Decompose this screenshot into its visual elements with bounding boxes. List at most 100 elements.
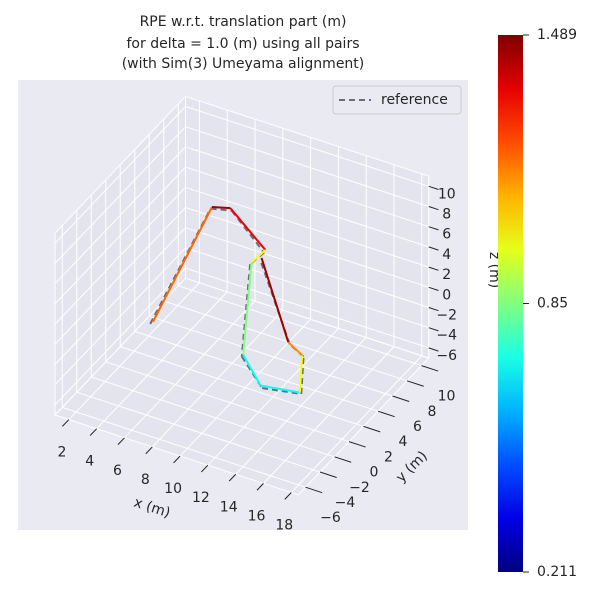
reference-segment	[230, 209, 265, 254]
tick-mark	[173, 455, 181, 464]
tick-mark	[428, 286, 439, 291]
grid-line	[185, 247, 429, 329]
z-tick-label: 10	[438, 186, 456, 202]
grid-line	[105, 361, 350, 443]
z-tick-label: 8	[442, 207, 451, 223]
grid-line	[163, 300, 408, 382]
z-tick-label: −2	[436, 308, 457, 324]
y-tick-label: −4	[335, 495, 356, 511]
tick-mark	[319, 471, 337, 478]
trajectory-segment	[229, 207, 267, 251]
grid-line	[149, 315, 393, 397]
trajectory-segment	[298, 355, 304, 393]
grid-line	[54, 186, 186, 325]
grid-line	[185, 106, 429, 187]
tick-mark	[428, 226, 439, 231]
z-tick-label: 4	[442, 247, 451, 263]
grid-line	[91, 376, 335, 458]
x-tick-label: 14	[220, 499, 238, 515]
tick-mark	[428, 307, 439, 312]
tick-mark	[392, 395, 410, 402]
grid-line	[185, 227, 429, 308]
x-tick-label: 4	[85, 454, 94, 470]
trajectory-segment	[242, 354, 262, 387]
y-tick-label: 2	[384, 449, 393, 465]
trajectory-segment	[287, 341, 303, 356]
x-tick-label: 10	[164, 481, 182, 497]
x-tick-label: 18	[275, 518, 293, 534]
tick-mark	[428, 347, 439, 352]
y-tick-label: 0	[370, 465, 379, 481]
grid-line	[76, 391, 321, 473]
z-tick-label: −4	[436, 328, 457, 344]
trajectory-segment	[260, 384, 301, 394]
colorbar-tick-label: 0.85	[537, 296, 568, 312]
chart-title: (with Sim(3) Umeyama alignment)	[122, 56, 365, 72]
y-tick-label: 8	[428, 404, 437, 420]
y-tick-label: 6	[413, 419, 422, 435]
tick-mark	[284, 492, 292, 500]
grid-line	[185, 146, 429, 228]
x-tick-label: 8	[141, 472, 150, 488]
trajectory-segment	[211, 206, 231, 210]
grid-line	[134, 330, 379, 412]
x-tick-label: 12	[192, 490, 210, 506]
grid-line	[185, 126, 429, 207]
grid-line	[54, 247, 186, 386]
colorbar-tick-label: 1.489	[537, 27, 577, 43]
grid-line	[120, 346, 364, 427]
tick-mark	[334, 456, 352, 463]
reference-segment	[300, 356, 305, 395]
legend-label: reference	[381, 92, 448, 108]
trajectory-segment	[242, 262, 253, 355]
y-tick-label: −2	[349, 480, 370, 496]
reference-segment	[240, 264, 252, 357]
grid-line	[185, 166, 429, 248]
z-tick-label: 6	[442, 227, 451, 243]
tick-mark	[377, 410, 395, 418]
tick-mark	[89, 428, 98, 436]
chart-title: RPE w.r.t. translation part (m)	[140, 14, 347, 30]
y-tick-label: 4	[399, 434, 408, 450]
tick-mark	[228, 473, 237, 482]
chart-title: for delta = 1.0 (m) using all pairs	[127, 36, 360, 52]
tick-mark	[348, 441, 366, 448]
tick-mark	[256, 483, 264, 491]
colorbar-tick-label: 0.211	[537, 564, 577, 580]
reference-segment	[210, 207, 232, 212]
trajectory-segment	[152, 206, 213, 323]
grid-line	[54, 146, 186, 285]
grid-line	[185, 267, 429, 349]
z-tick-label: 2	[442, 267, 451, 283]
x-tick-label: 16	[248, 508, 266, 524]
legend-box	[332, 85, 462, 115]
z-tick-label: 0	[442, 287, 451, 303]
tick-mark	[428, 266, 439, 271]
tick-mark	[305, 486, 323, 494]
y-tick-label: 10	[438, 389, 456, 405]
tick-mark	[428, 185, 439, 190]
grid-line	[62, 406, 306, 488]
tick-mark	[428, 327, 439, 332]
tick-mark	[145, 446, 153, 455]
grid-line	[54, 166, 186, 305]
grid-line	[54, 106, 186, 244]
tick-mark	[421, 365, 439, 372]
grid-line	[54, 267, 186, 406]
tick-mark	[406, 380, 424, 387]
tick-mark	[363, 425, 381, 433]
grid-line	[185, 207, 429, 288]
grid-line	[54, 126, 186, 264]
reference-segment	[261, 387, 302, 395]
grid-line	[178, 285, 422, 367]
tick-mark	[428, 246, 439, 251]
trajectory-segment	[250, 249, 267, 264]
tick-mark	[62, 419, 70, 427]
z-tick-label: −6	[436, 348, 457, 364]
tick-mark	[201, 464, 209, 473]
x-tick-label: 2	[57, 445, 66, 461]
tick-mark	[117, 437, 125, 445]
y-tick-label: −6	[320, 510, 341, 526]
tick-mark	[428, 206, 439, 211]
